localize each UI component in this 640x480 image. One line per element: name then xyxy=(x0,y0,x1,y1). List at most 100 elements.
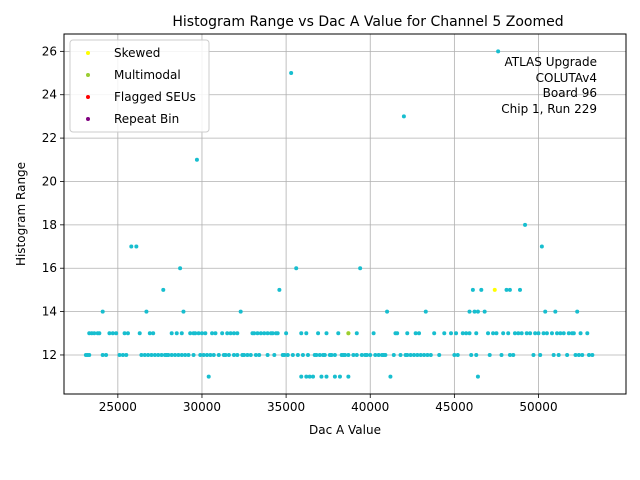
data-point xyxy=(300,352,305,357)
y-tick-label: 20 xyxy=(42,174,57,188)
data-point xyxy=(169,331,174,336)
data-point xyxy=(304,374,309,379)
data-point xyxy=(205,352,210,357)
data-point xyxy=(551,352,556,357)
data-point xyxy=(555,331,560,336)
data-point xyxy=(452,352,457,357)
x-tick-label: 35000 xyxy=(267,400,305,414)
x-tick-label: 30000 xyxy=(183,400,221,414)
data-point-multimodal xyxy=(346,331,351,336)
data-point xyxy=(539,244,544,249)
data-point xyxy=(314,352,319,357)
data-point xyxy=(408,352,413,357)
data-point xyxy=(413,331,418,336)
data-point xyxy=(307,374,312,379)
y-tick-label: 16 xyxy=(42,261,57,275)
data-point xyxy=(561,331,566,336)
data-point xyxy=(285,352,290,357)
data-point xyxy=(316,331,321,336)
y-tick-label: 22 xyxy=(42,131,57,145)
data-point xyxy=(578,331,583,336)
data-point xyxy=(322,352,327,357)
data-point xyxy=(538,352,543,357)
data-point xyxy=(470,287,475,292)
data-point xyxy=(558,331,563,336)
x-tick-label: 50000 xyxy=(519,400,557,414)
data-point xyxy=(152,352,157,357)
data-point xyxy=(122,331,127,336)
data-point xyxy=(210,331,215,336)
data-point xyxy=(186,352,191,357)
data-point xyxy=(179,331,184,336)
data-point xyxy=(196,331,201,336)
legend-label: Skewed xyxy=(114,46,160,60)
data-point xyxy=(231,352,236,357)
data-point xyxy=(203,331,208,336)
data-point xyxy=(193,331,198,336)
data-point xyxy=(265,352,270,357)
data-point xyxy=(275,331,280,336)
data-point xyxy=(305,352,310,357)
data-point xyxy=(494,331,499,336)
data-point xyxy=(437,352,442,357)
data-point xyxy=(149,352,154,357)
data-point xyxy=(354,352,359,357)
data-point xyxy=(359,352,364,357)
data-point xyxy=(176,352,181,357)
data-point xyxy=(575,309,580,314)
data-point xyxy=(501,331,506,336)
data-point xyxy=(97,331,102,336)
data-point xyxy=(346,374,351,379)
data-point xyxy=(368,352,373,357)
data-point xyxy=(576,352,581,357)
data-point xyxy=(324,331,329,336)
data-point xyxy=(272,352,277,357)
data-point xyxy=(454,331,459,336)
chart-title: Histogram Range vs Dac A Value for Chann… xyxy=(172,14,563,30)
data-point xyxy=(159,352,164,357)
data-point xyxy=(100,309,105,314)
data-point xyxy=(248,352,253,357)
data-point xyxy=(482,309,487,314)
run-info-annotation: ATLAS Upgrade COLUTAv4 Board 96 Chip 1, … xyxy=(501,55,597,116)
data-point xyxy=(134,244,139,249)
data-point xyxy=(252,331,257,336)
data-point xyxy=(332,374,337,379)
data-point xyxy=(336,331,341,336)
data-point xyxy=(422,352,427,357)
data-point xyxy=(255,331,260,336)
data-point xyxy=(491,331,496,336)
data-point xyxy=(533,331,538,336)
data-point xyxy=(512,331,517,336)
y-axis: 12 14 16 18 20 22 24 26 xyxy=(42,44,64,362)
data-point xyxy=(553,309,558,314)
data-point xyxy=(146,352,151,357)
legend: Skewed Multimodal Flagged SEUs Repeat Bin xyxy=(69,39,210,133)
data-point xyxy=(496,49,501,54)
data-point xyxy=(472,309,477,314)
data-point xyxy=(388,374,393,379)
data-point xyxy=(117,352,122,357)
data-point xyxy=(507,352,512,357)
data-point xyxy=(425,352,430,357)
data-point xyxy=(565,352,570,357)
data-point xyxy=(277,287,282,292)
data-point xyxy=(541,331,546,336)
data-point xyxy=(270,331,275,336)
data-point xyxy=(474,331,479,336)
data-point xyxy=(178,266,183,271)
legend-marker xyxy=(86,117,90,121)
data-point xyxy=(238,309,243,314)
data-point xyxy=(405,352,410,357)
data-point xyxy=(110,331,115,336)
data-point xyxy=(201,352,206,357)
data-point xyxy=(391,352,396,357)
data-point xyxy=(469,352,474,357)
data-point xyxy=(125,331,130,336)
data-point xyxy=(504,287,509,292)
data-point xyxy=(506,331,511,336)
data-point xyxy=(432,331,437,336)
data-point xyxy=(442,331,447,336)
data-point xyxy=(486,331,491,336)
legend-box xyxy=(69,39,210,133)
